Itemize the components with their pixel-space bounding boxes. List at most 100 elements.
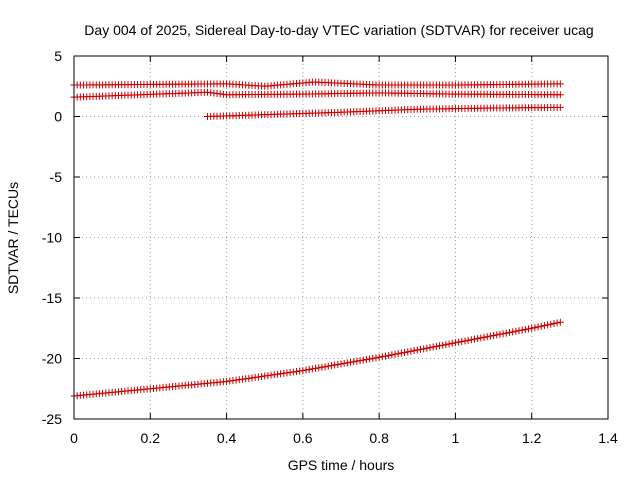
data-point: [420, 345, 428, 353]
data-point: [391, 350, 399, 358]
data-marks: [70, 78, 564, 400]
data-point: [324, 362, 332, 370]
data-point: [556, 80, 564, 88]
data-point: [439, 341, 447, 349]
data-point: [337, 360, 345, 368]
data-point: [340, 359, 348, 367]
data-point: [407, 347, 415, 355]
data-point: [321, 363, 329, 371]
data-point: [547, 320, 555, 328]
data-point: [305, 365, 313, 373]
y-tick-label: -15: [42, 290, 62, 306]
data-point: [458, 338, 466, 346]
data-point: [429, 343, 437, 351]
x-axis-label: GPS time / hours: [288, 457, 395, 473]
data-point: [509, 328, 517, 336]
data-point: [505, 328, 513, 336]
data-point: [372, 354, 380, 362]
data-point: [461, 337, 469, 345]
y-tick-label: -25: [42, 411, 62, 427]
data-point: [448, 339, 456, 347]
data-point: [432, 342, 440, 350]
data-point: [502, 329, 510, 337]
series-track-d: [70, 318, 564, 400]
y-tick-label: 0: [54, 109, 62, 125]
y-tick-label: -20: [42, 351, 62, 367]
data-point: [442, 341, 450, 349]
data-point: [540, 322, 548, 330]
data-point: [350, 358, 358, 366]
data-point: [410, 347, 418, 355]
data-point: [362, 356, 370, 364]
data-point: [556, 318, 564, 326]
data-point: [496, 330, 504, 338]
data-point: [308, 365, 316, 373]
data-point: [528, 324, 536, 332]
data-point: [347, 358, 355, 366]
data-point: [436, 342, 444, 350]
data-point: [445, 340, 453, 348]
data-point: [483, 333, 491, 341]
data-point: [394, 350, 402, 358]
x-tick-label: 1.4: [598, 430, 618, 446]
data-point: [553, 319, 561, 327]
data-point: [353, 357, 361, 365]
data-point: [369, 354, 377, 362]
data-point: [388, 351, 396, 359]
data-point: [366, 355, 374, 363]
data-point: [302, 366, 310, 374]
data-point: [521, 325, 529, 333]
data-point: [499, 330, 507, 338]
data-point: [467, 336, 475, 344]
x-tick-label: 1.2: [522, 430, 542, 446]
data-point: [486, 332, 494, 340]
data-point: [477, 334, 485, 342]
data-point: [343, 359, 351, 367]
data-point: [315, 364, 323, 372]
data-point: [515, 327, 523, 335]
data-point: [423, 344, 431, 352]
axis-ticks: 0 0.2 0.4 0.6 0.8 1 1.2 1.4 -25 -20 -15 -10 -5 0 5: [42, 48, 618, 446]
data-point: [493, 331, 501, 339]
data-point: [455, 338, 463, 346]
series-track-a: [70, 78, 564, 90]
data-point: [413, 346, 421, 354]
data-point: [471, 335, 478, 343]
x-tick-label: 0: [70, 430, 78, 446]
data-point: [464, 336, 472, 344]
data-point: [331, 361, 339, 369]
data-point: [474, 335, 482, 343]
data-point: [378, 353, 386, 361]
data-point: [518, 326, 526, 334]
data-point: [385, 351, 393, 359]
data-point: [512, 327, 520, 335]
data-point: [334, 361, 342, 368]
data-point: [426, 344, 434, 352]
data-point: [480, 333, 488, 341]
series-track-c: [204, 103, 564, 120]
data-point: [375, 353, 383, 361]
data-point: [490, 332, 498, 340]
data-point: [356, 357, 364, 365]
data-point: [318, 363, 326, 371]
data-point: [544, 321, 552, 329]
data-point: [382, 352, 389, 360]
data-point: [312, 364, 320, 372]
data-point: [404, 348, 412, 356]
y-tick-label: -10: [42, 230, 62, 246]
data-point: [327, 362, 335, 370]
y-tick-label: 5: [54, 48, 62, 64]
data-point: [397, 349, 405, 357]
series-track-b: [70, 88, 564, 101]
plot-frame: [73, 55, 609, 420]
x-tick-label: 1: [452, 430, 460, 446]
y-axis-label: SDTVAR / TECUs: [5, 182, 21, 294]
y-tick-label: -5: [50, 169, 63, 185]
data-point: [531, 324, 539, 332]
data-point: [556, 103, 564, 111]
data-point: [299, 367, 307, 375]
x-tick-label: 0.6: [293, 430, 313, 446]
data-point: [556, 91, 564, 99]
x-tick-label: 0.4: [217, 430, 237, 446]
